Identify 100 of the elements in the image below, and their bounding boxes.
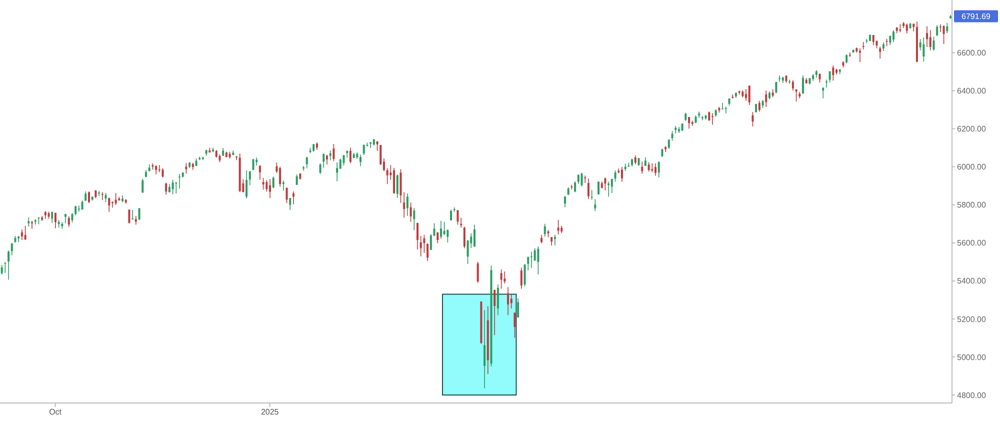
candlestick <box>792 80 794 91</box>
candlestick <box>698 111 700 118</box>
candlestick <box>426 243 429 262</box>
candlestick <box>178 173 180 190</box>
candlestick <box>88 190 90 204</box>
candlestick <box>185 162 188 174</box>
candlestick <box>795 88 798 102</box>
candlestick <box>748 85 750 106</box>
candlestick <box>326 154 328 165</box>
candlestick <box>101 192 104 200</box>
candlestick <box>436 232 439 244</box>
candlestick <box>279 166 282 187</box>
candlestick <box>577 174 580 184</box>
candlestick <box>658 160 660 178</box>
candlestick <box>604 177 606 191</box>
candlestick <box>668 138 670 150</box>
candlestick <box>175 182 178 194</box>
candlestick <box>892 30 894 42</box>
candlestick <box>20 229 23 240</box>
candlestick <box>745 88 748 102</box>
candlestick <box>765 90 768 108</box>
candlestick <box>329 150 332 161</box>
candlestick <box>832 65 834 82</box>
candlestick <box>610 178 613 194</box>
candlestick <box>336 162 338 182</box>
candlestick <box>132 210 134 220</box>
candlestick <box>433 222 436 237</box>
candlestick <box>654 162 656 176</box>
candlestick <box>155 164 158 175</box>
candlestick <box>393 168 396 194</box>
candlestick <box>322 152 325 168</box>
candlestick <box>620 166 623 182</box>
candlestick <box>608 181 610 198</box>
candlestick <box>580 172 583 187</box>
y-tick-label: 5800.00 <box>957 200 986 210</box>
candlestick <box>671 130 674 142</box>
candlestick <box>68 216 70 228</box>
y-tick-label: 6400.00 <box>957 86 986 96</box>
candlestick <box>51 211 54 224</box>
candlestick <box>386 168 388 184</box>
candlestick <box>235 156 238 161</box>
candlestick <box>537 246 540 275</box>
candlestick <box>266 180 268 192</box>
candlestick <box>711 112 714 126</box>
y-tick-label: 4800.00 <box>957 390 986 400</box>
candlestick <box>500 269 502 290</box>
candlestick <box>510 294 512 309</box>
candlestick <box>8 250 10 280</box>
y-tick-label: 6000.00 <box>957 162 986 172</box>
candlestick <box>272 176 274 188</box>
candlestick <box>463 226 466 249</box>
candlestick <box>496 284 499 316</box>
candlestick <box>641 161 644 174</box>
candlestick <box>732 94 734 99</box>
y-tick-label: 6200.00 <box>957 124 986 134</box>
candlestick <box>165 182 168 196</box>
candlestick <box>939 24 942 32</box>
candlestick <box>942 25 945 44</box>
candlestick <box>846 54 848 64</box>
candlestick <box>400 168 402 204</box>
candlestick <box>476 261 479 284</box>
candlestick <box>98 190 100 196</box>
candlestick <box>708 111 710 122</box>
candlestick <box>507 286 510 316</box>
candlestick <box>172 179 174 195</box>
candlestick <box>778 75 781 82</box>
candlestick <box>701 116 704 121</box>
y-tick-label: 5600.00 <box>957 238 986 248</box>
candlestick <box>269 178 272 199</box>
candlestick <box>410 202 412 222</box>
candlestick <box>71 212 74 223</box>
candlestick <box>443 221 446 236</box>
candlestick <box>932 36 935 52</box>
candlestick <box>758 100 760 112</box>
candlestick <box>282 180 284 192</box>
candlestick <box>31 220 34 230</box>
candlestick <box>416 222 418 250</box>
candlestick <box>494 289 496 336</box>
candlestick <box>406 193 408 216</box>
x-tick-label: 2025 <box>260 408 280 417</box>
candlestick <box>614 170 616 182</box>
candlestick <box>78 205 80 212</box>
candlestick <box>594 198 596 212</box>
candlestick <box>752 112 754 127</box>
candlestick <box>825 79 828 88</box>
candlestick <box>54 212 56 229</box>
candlestick <box>722 102 724 110</box>
candlestick <box>473 224 476 248</box>
candlestick <box>557 219 560 235</box>
text: 6791.69 <box>962 12 992 22</box>
candlestick <box>104 192 107 203</box>
candlestick <box>484 310 486 389</box>
y-tick-label: 6600.00 <box>957 48 986 58</box>
candlestick <box>423 234 426 254</box>
candlestick <box>544 223 546 237</box>
candlestick <box>456 210 459 226</box>
y-tick-label: 5200.00 <box>957 314 986 324</box>
candlestick <box>158 164 160 173</box>
candlestick <box>453 207 456 212</box>
candlestick <box>258 165 261 180</box>
